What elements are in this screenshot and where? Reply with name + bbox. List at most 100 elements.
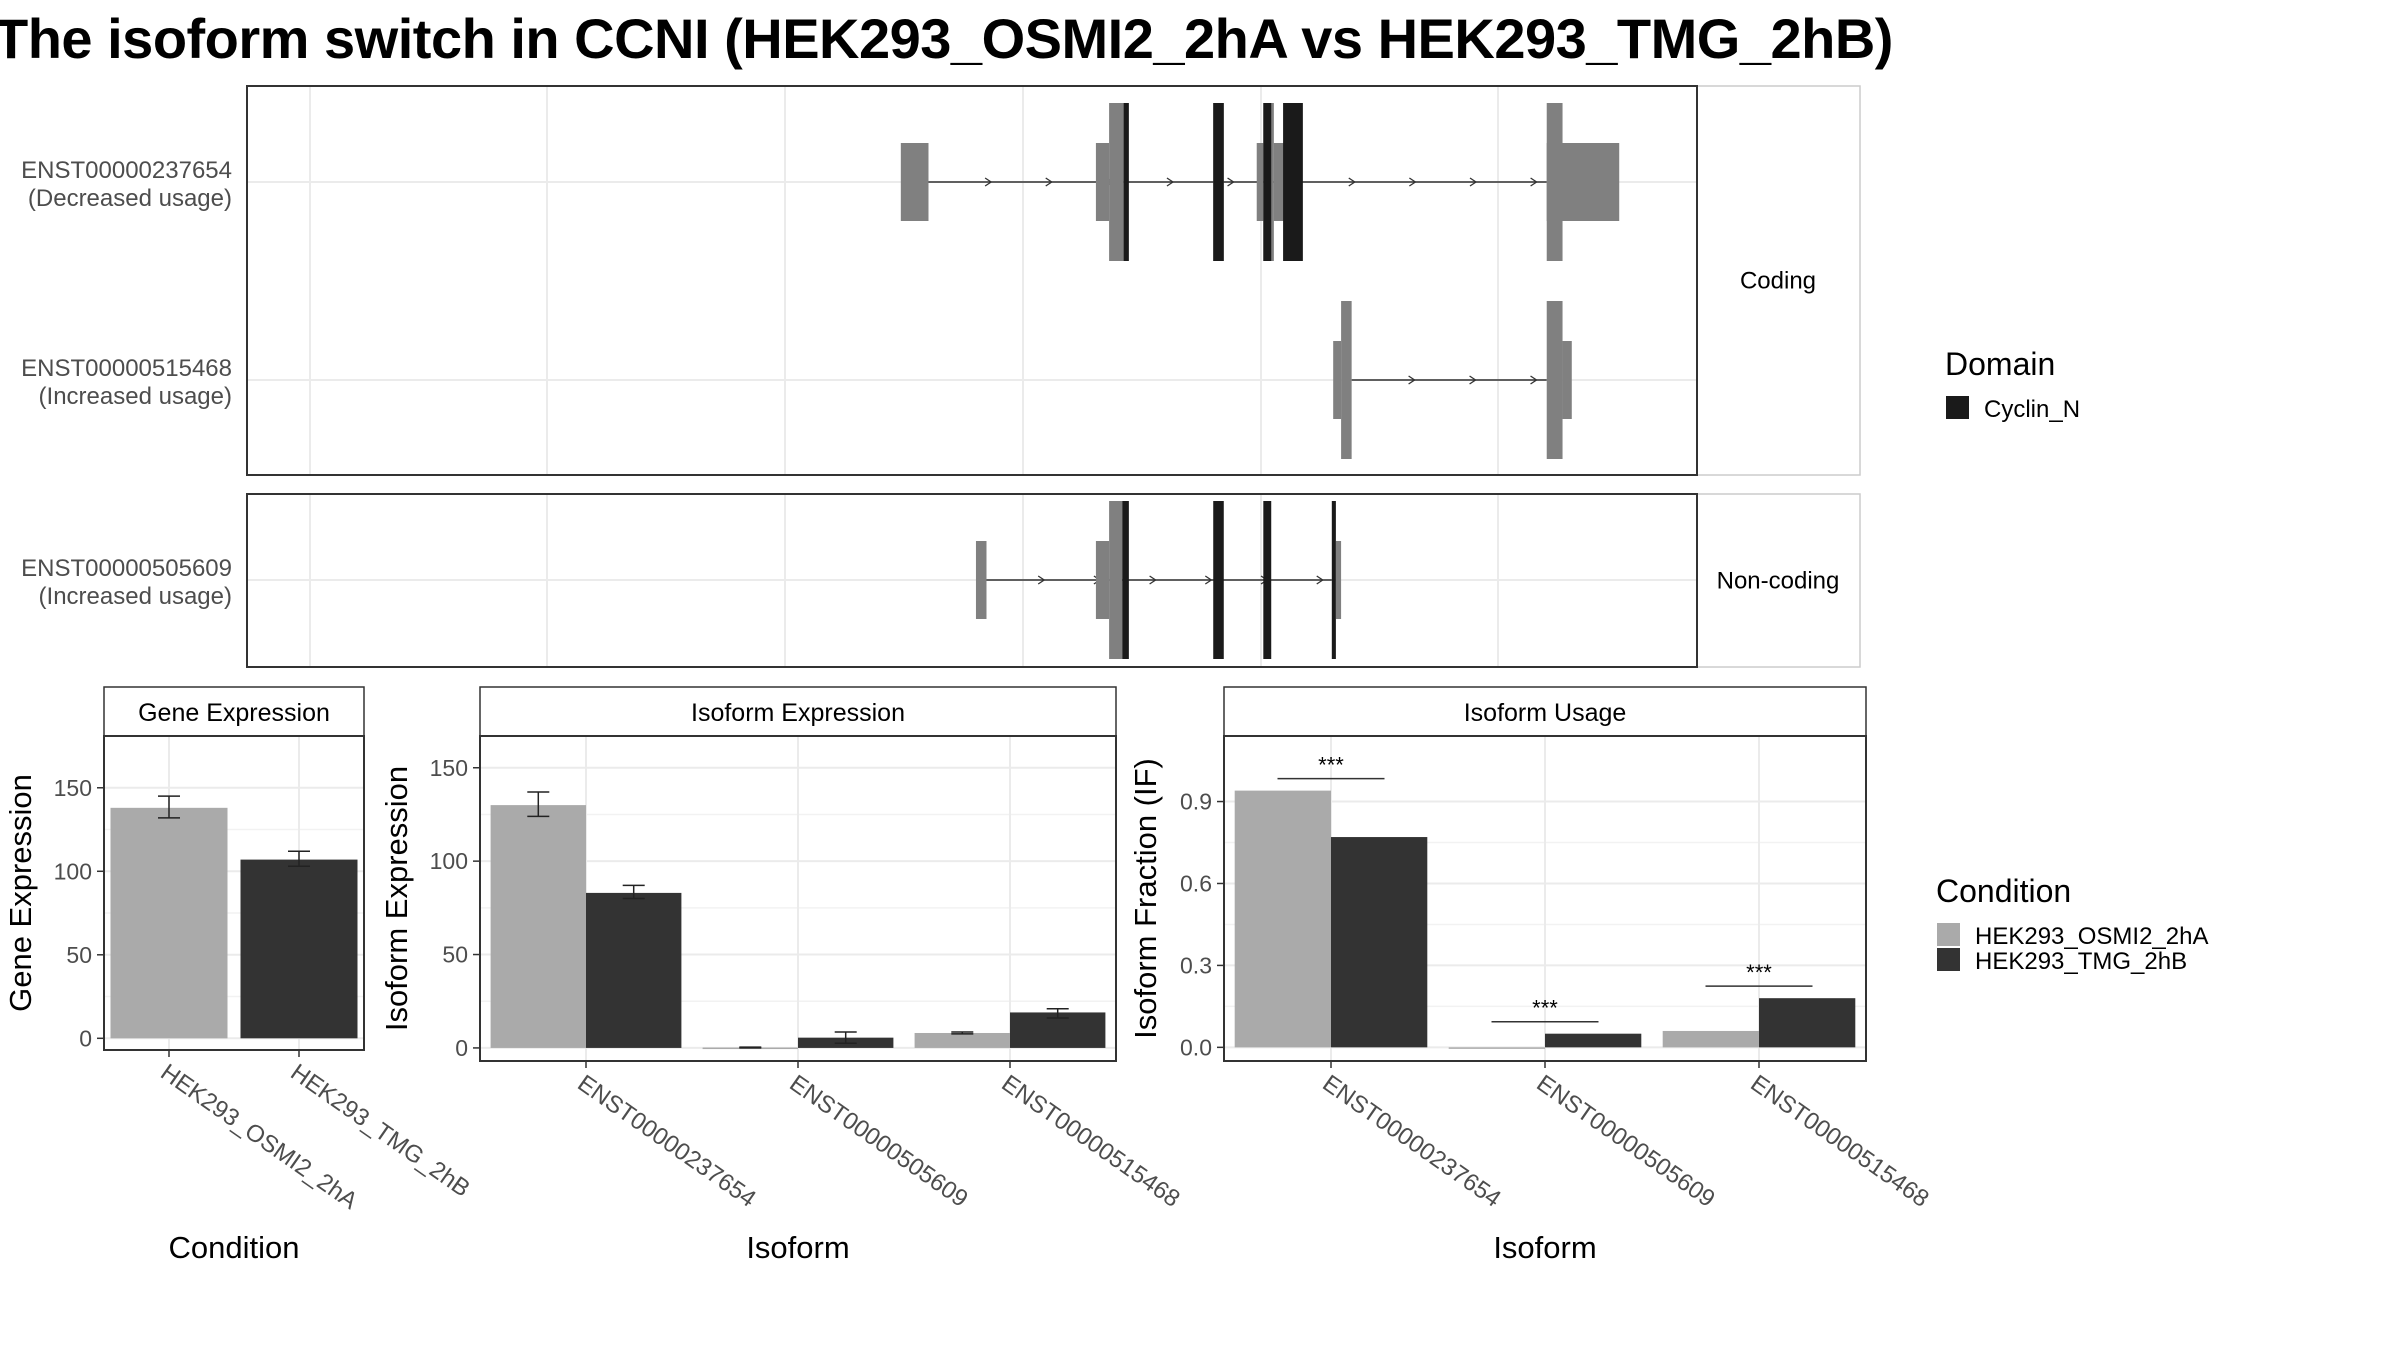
- bar: [110, 807, 228, 1039]
- panel-border: [246, 85, 1698, 476]
- direction-arrow: [1204, 575, 1213, 585]
- bar: [490, 805, 586, 1048]
- utr-exon: [900, 143, 929, 221]
- legend-key-condition-a: [1937, 923, 1960, 946]
- strip-non-coding: [1696, 493, 1861, 668]
- transcript-id-label: ENST00000515468: [21, 355, 232, 382]
- y-tick-label: 0: [79, 1025, 92, 1051]
- direction-arrow: [984, 177, 993, 187]
- legend-key-condition-b: [1937, 948, 1960, 971]
- direction-arrow: [1316, 575, 1324, 585]
- y-tick-label: 0.0: [1180, 1034, 1212, 1060]
- bar: [586, 892, 682, 1048]
- legend-key-cyclin-n: [1946, 396, 1969, 419]
- legend-title-domain: Domain: [1945, 346, 2055, 382]
- utr-exon: [1256, 143, 1264, 221]
- significance-label: ***: [1746, 960, 1772, 985]
- domain-exon-cyclin-n: [1213, 501, 1224, 659]
- bar: [1545, 1033, 1642, 1048]
- x-tick-label: ENST00000237654: [573, 1070, 761, 1213]
- legend-label-cyclin-n: Cyclin_N: [1984, 396, 2080, 423]
- domain-exon-cyclin-n: [1213, 103, 1224, 261]
- x-tick-label: ENST00000237654: [1318, 1070, 1506, 1213]
- y-tick-label: 150: [54, 775, 92, 801]
- coding-exon: [1109, 501, 1123, 659]
- legend-title-condition: Condition: [1936, 873, 2071, 909]
- panel-border: [246, 493, 1698, 668]
- transcript-usage-label: (Decreased usage): [28, 185, 232, 212]
- direction-arrow: [1469, 177, 1478, 187]
- y-tick-label: 0.3: [1180, 952, 1212, 978]
- bar: [1662, 1030, 1759, 1048]
- strip-isoform-expression: [479, 686, 1117, 737]
- legend-label-condition-a: HEK293_OSMI2_2hA: [1975, 923, 2208, 950]
- bar: [1234, 790, 1331, 1048]
- transcript-id-label: ENST00000237654: [21, 157, 232, 184]
- direction-arrow: [1408, 375, 1416, 385]
- direction-arrow: [1348, 177, 1356, 187]
- direction-arrow: [1166, 177, 1175, 187]
- y-tick-label: 100: [54, 858, 92, 884]
- x-tick-label: ENST00000515468: [997, 1070, 1185, 1213]
- strip-label: Coding: [1740, 268, 1816, 295]
- direction-arrow: [1037, 575, 1046, 585]
- coding-exon: [1109, 103, 1124, 261]
- domain-exon-cyclin-n: [1331, 501, 1336, 659]
- domain-exon-cyclin-n: [1123, 103, 1129, 261]
- utr-exon: [975, 541, 987, 619]
- panel-background: [247, 86, 1697, 475]
- bar: [1331, 837, 1428, 1048]
- coding-exon: [1546, 103, 1563, 261]
- domain-exon-cyclin-n: [1122, 501, 1129, 659]
- y-axis-title: Gene Expression: [3, 774, 38, 1012]
- panel-strip-title: Isoform Expression: [691, 699, 905, 727]
- direction-arrow: [1409, 177, 1417, 187]
- y-tick-label: 0.6: [1180, 870, 1212, 896]
- utr-exon: [1335, 541, 1342, 619]
- y-tick-label: 150: [430, 755, 468, 781]
- x-tick-label: ENST00000505609: [1532, 1070, 1720, 1213]
- direction-arrow: [1149, 575, 1157, 585]
- panel-border: [1223, 735, 1867, 1062]
- transcript-id-label: ENST00000505609: [21, 555, 232, 582]
- domain-exon-cyclin-n: [1263, 103, 1272, 261]
- y-axis-title: Isoform Fraction (IF): [1128, 758, 1163, 1039]
- x-tick-label: ENST00000515468: [1746, 1070, 1934, 1213]
- legend-label-condition-b: HEK293_TMG_2hB: [1975, 948, 2187, 975]
- bar: [1448, 1047, 1545, 1049]
- y-tick-label: 0: [455, 1035, 468, 1061]
- bar: [240, 859, 358, 1039]
- x-axis-title: Isoform: [1493, 1230, 1596, 1265]
- transcript-usage-label: (Increased usage): [39, 383, 232, 410]
- panel-border: [479, 735, 1117, 1062]
- y-tick-label: 0.9: [1180, 789, 1212, 815]
- domain-exon-cyclin-n: [1263, 501, 1272, 659]
- panel-border: [103, 735, 365, 1051]
- y-tick-label: 100: [430, 848, 468, 874]
- utr-exon: [1562, 341, 1572, 419]
- y-tick-label: 50: [442, 942, 468, 968]
- strip-coding: [1696, 85, 1861, 476]
- page-title: The isoform switch in CCNI (HEK293_OSMI2…: [0, 7, 1893, 70]
- strip-label: Non-coding: [1717, 568, 1840, 595]
- y-axis-title: Isoform Expression: [379, 766, 414, 1031]
- direction-arrow: [1530, 177, 1538, 187]
- bar: [1759, 998, 1856, 1048]
- direction-arrow: [1469, 375, 1477, 385]
- domain-exon-cyclin-n: [1283, 103, 1303, 261]
- x-axis-title: Condition: [169, 1230, 300, 1265]
- x-tick-label: ENST00000505609: [785, 1070, 973, 1213]
- x-axis-title: Isoform: [746, 1230, 849, 1265]
- bar: [914, 1032, 1010, 1048]
- significance-label: ***: [1532, 996, 1558, 1021]
- utr-exon: [1095, 541, 1110, 619]
- coding-exon: [1341, 301, 1352, 459]
- y-tick-label: 50: [66, 942, 92, 968]
- significance-label: ***: [1318, 753, 1344, 778]
- direction-arrow: [1045, 177, 1053, 187]
- direction-arrow: [1530, 375, 1538, 385]
- direction-arrow: [1227, 177, 1235, 187]
- panel-strip-title: Gene Expression: [138, 699, 330, 727]
- transcript-usage-label: (Increased usage): [39, 583, 232, 610]
